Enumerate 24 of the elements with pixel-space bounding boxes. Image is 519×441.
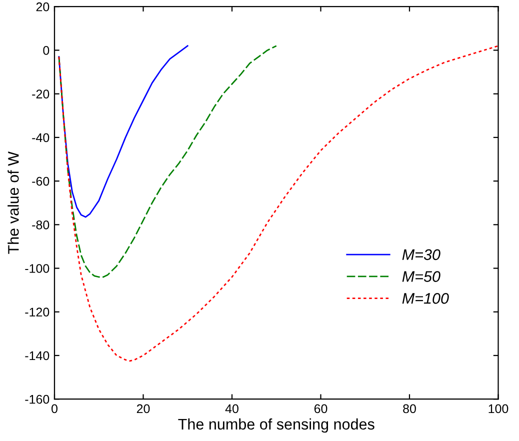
line-series — [58, 45, 498, 362]
y-tick-label: -60 — [32, 176, 50, 186]
x-tick-label: 40 — [225, 404, 238, 414]
x-tick-label: 20 — [136, 404, 150, 414]
line-series — [58, 45, 278, 278]
y-tick-label: 20 — [36, 2, 50, 12]
y-tick-label: -20 — [32, 90, 50, 98]
x-tick-label: 100 — [488, 404, 508, 414]
y-axis-title: The value of W — [8, 152, 19, 254]
legend-label: M=30 — [402, 249, 440, 260]
x-tick-label: 80 — [403, 404, 416, 414]
y-tick-label: -40 — [32, 133, 50, 142]
legend-label: M=100 — [402, 293, 449, 304]
y-tick-label: -120 — [25, 308, 50, 317]
y-tick-label: 0 — [43, 46, 50, 55]
x-tick-label: 0 — [52, 404, 58, 414]
y-tick-label: -140 — [25, 351, 50, 360]
y-tick-label: -100 — [25, 264, 50, 273]
x-axis-title: The numbe of sensing nodes — [178, 418, 374, 433]
y-tick-label: -160 — [25, 394, 50, 404]
line-series — [58, 45, 188, 218]
x-tick-label: 60 — [314, 404, 328, 414]
legend-label: M=50 — [402, 271, 440, 282]
y-tick-label: -80 — [32, 220, 50, 230]
